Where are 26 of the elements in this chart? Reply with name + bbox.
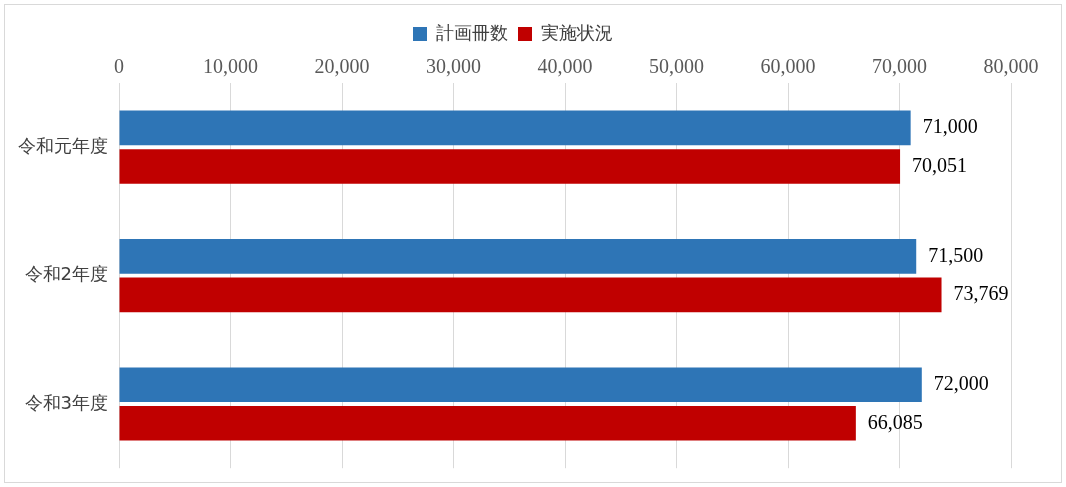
bar xyxy=(119,149,901,184)
data-label: 71,500 xyxy=(928,243,984,266)
x-tick-label: 0 xyxy=(114,55,124,78)
data-label: 71,000 xyxy=(922,115,978,138)
y-tick-label: 令和3年度 xyxy=(24,391,108,413)
x-tick-label: 50,000 xyxy=(649,55,704,78)
bar xyxy=(119,239,917,274)
y-tick-label: 令和元年度 xyxy=(18,134,108,156)
data-label: 70,051 xyxy=(912,153,968,176)
bar xyxy=(119,277,942,313)
legend-label: 実施状況 xyxy=(541,21,613,43)
bar xyxy=(119,110,911,146)
x-tick-label: 40,000 xyxy=(537,55,593,78)
data-label: 72,000 xyxy=(933,371,989,394)
x-tick-label: 30,000 xyxy=(426,55,481,78)
bar xyxy=(119,367,922,403)
x-tick-label: 20,000 xyxy=(314,55,370,78)
data-label: 73,769 xyxy=(953,282,1009,305)
x-tick-label: 80,000 xyxy=(983,55,1039,78)
y-tick-label: 令和2年度 xyxy=(24,263,108,285)
legend-label: 計画冊数 xyxy=(436,21,508,43)
x-tick-label: 10,000 xyxy=(203,55,258,78)
bar xyxy=(119,405,856,441)
x-tick-label: 60,000 xyxy=(760,55,816,78)
data-label: 66,085 xyxy=(867,410,923,433)
x-tick-label: 70,000 xyxy=(872,55,927,78)
